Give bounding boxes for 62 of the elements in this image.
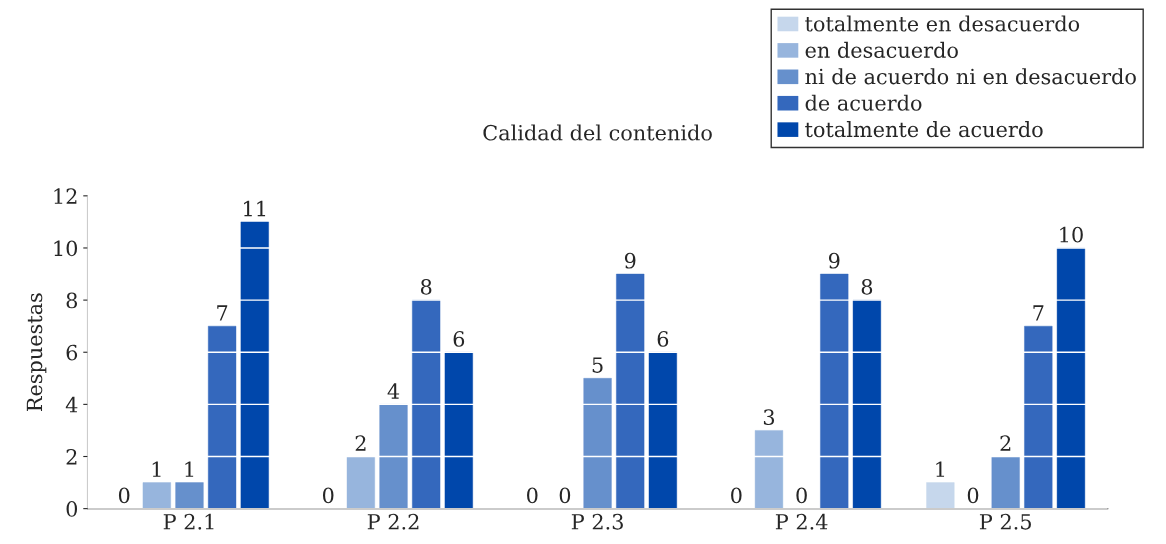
legend-label: totalmente de acuerdo [805,121,1043,138]
bar [346,456,375,509]
x-tick-label: P 2.2 [367,513,419,530]
data-label: 1 [185,461,194,477]
data-label: 11 [244,200,266,217]
bar [444,352,473,509]
x-tick-label: P 2.3 [571,513,623,530]
bar [240,221,269,509]
bar [583,378,612,509]
y-tick-label: 4 [65,396,78,413]
legend-label: en desacuerdo [805,41,958,58]
data-label: 9 [828,252,840,269]
legend-label: ni de acuerdo ni en desacuerdo [805,68,1136,85]
data-label: 0 [322,487,334,504]
data-label: 7 [1033,305,1044,321]
bar [991,456,1020,509]
data-label: 10 [1060,226,1083,243]
bar [379,404,408,509]
data-label: 5 [592,357,603,373]
chart-title: Calidad del contenido [483,124,712,141]
bar [1056,247,1086,509]
data-label: 0 [559,487,571,504]
legend-label: totalmente en desacuerdo [805,15,1080,32]
data-label: 0 [796,487,807,504]
bar [754,430,784,509]
data-label: 9 [624,252,636,269]
y-tick-label: 6 [66,344,78,361]
y-tick-label: 10 [54,240,78,257]
bar [208,325,237,509]
bar [852,299,882,509]
y-tick-label: 12 [54,188,77,204]
bar [142,482,171,509]
data-label: 3 [763,409,775,426]
data-label: 0 [118,487,130,504]
data-label: 8 [420,278,432,295]
y-tick-label: 8 [66,292,78,309]
bar [820,273,849,509]
bar [412,299,441,509]
data-label: 2 [1000,435,1011,451]
data-label: 7 [217,305,228,321]
legend-label: de acuerdo [805,94,922,111]
y-tick-label: 0 [66,501,78,517]
x-tick-label: P 2.4 [775,513,828,530]
data-label: 0 [731,487,742,504]
data-label: 0 [527,487,538,504]
bar [926,482,955,509]
y-tick-label: 2 [66,448,77,465]
data-label: 2 [355,435,366,451]
bar [1024,325,1053,509]
data-label: 4 [387,383,400,399]
bar [175,482,204,509]
data-label: 6 [453,331,465,347]
data-label: 8 [861,278,873,295]
data-label: 1 [936,461,945,477]
data-label: 6 [657,331,669,347]
data-label: 1 [152,461,161,477]
bar [616,273,645,509]
data-label: 0 [967,487,979,504]
y-axis-title: Respuestas [26,293,47,412]
x-tick-label: P 2.5 [979,513,1031,530]
bar [648,352,677,509]
x-tick-label: P 2.1 [163,513,214,530]
